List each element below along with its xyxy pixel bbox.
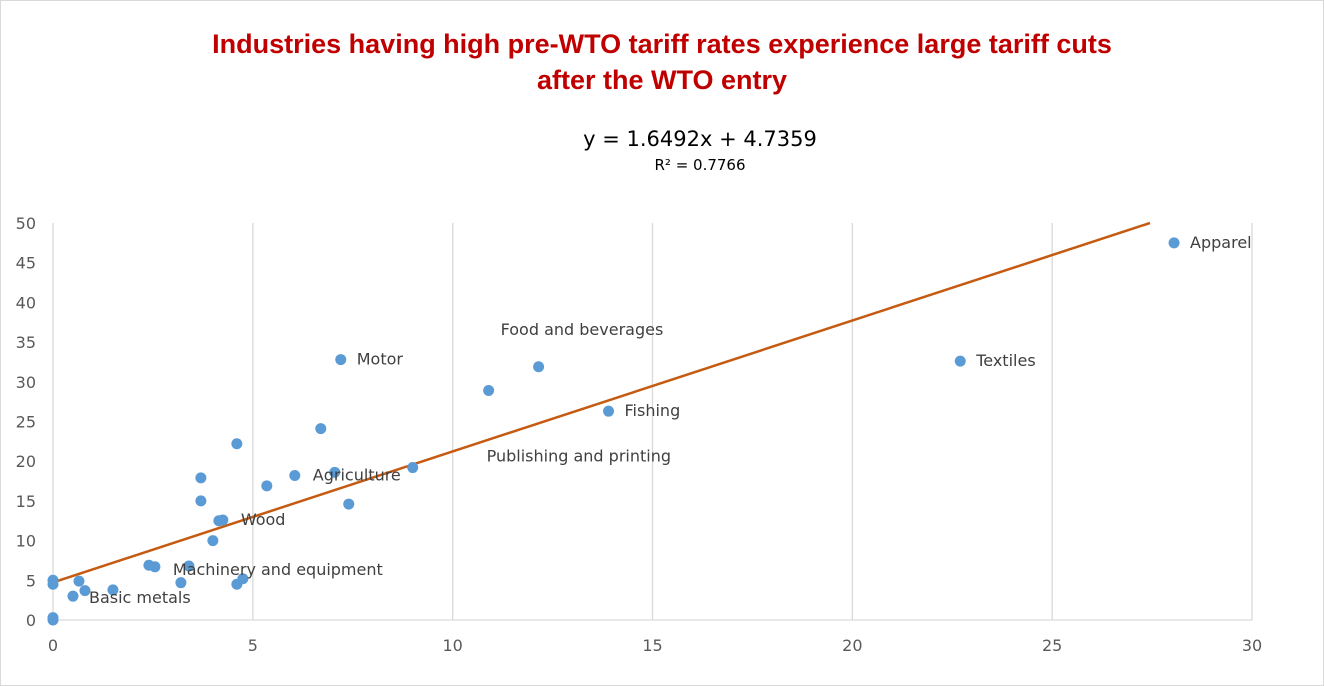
- y-tick-label: 30: [16, 373, 36, 392]
- y-tick-label: 25: [16, 413, 36, 432]
- data-point: [175, 577, 187, 589]
- y-tick-label: 40: [16, 293, 36, 312]
- data-label: Food and beverages: [501, 320, 664, 339]
- data-point: [315, 423, 327, 435]
- data-point: [183, 560, 195, 572]
- chart-title-line-1: Industries having high pre-WTO tariff ra…: [212, 29, 1112, 59]
- x-tick-label: 30: [1242, 636, 1262, 655]
- trendline: [52, 221, 1151, 584]
- data-point: [67, 590, 79, 602]
- data-label: Textiles: [975, 351, 1035, 370]
- x-tick-label: 25: [1042, 636, 1062, 655]
- data-point: [195, 472, 207, 484]
- chart-title-line-2: after the WTO entry: [536, 65, 788, 95]
- data-label: Basic metals: [89, 588, 191, 607]
- data-point: [207, 535, 219, 547]
- y-tick-label: 50: [16, 214, 36, 233]
- data-point: [954, 355, 966, 367]
- data-point: [1168, 237, 1180, 249]
- data-point: [343, 498, 355, 510]
- y-tick-label: 10: [16, 532, 36, 551]
- data-point: [231, 578, 243, 590]
- data-point: [231, 438, 243, 450]
- data-label: Apparel: [1190, 233, 1252, 252]
- x-tick-label: 15: [642, 636, 662, 655]
- data-label: Fishing: [625, 401, 681, 420]
- y-tick-label: 0: [26, 611, 36, 630]
- data-point: [329, 466, 341, 478]
- data-point: [335, 354, 347, 366]
- y-tick-label: 15: [16, 492, 36, 511]
- data-point: [533, 361, 545, 373]
- y-tick-label: 45: [16, 254, 36, 273]
- data-point: [289, 469, 301, 481]
- data-point: [483, 385, 495, 397]
- x-tick-label: 5: [248, 636, 258, 655]
- trendline-equation: y = 1.6492x + 4.7359: [583, 127, 817, 151]
- y-tick-label: 5: [26, 571, 36, 590]
- data-label: Wood: [241, 510, 286, 529]
- x-tick-label: 0: [48, 636, 58, 655]
- y-tick-label: 20: [16, 452, 36, 471]
- data-point: [261, 480, 273, 492]
- data-label: Machinery and equipment: [173, 560, 383, 579]
- data-point: [217, 514, 229, 526]
- data-point: [107, 584, 119, 596]
- data-label: Publishing and printing: [487, 446, 671, 465]
- data-point: [47, 578, 59, 590]
- data-point: [195, 495, 207, 507]
- data-label: Agriculture: [313, 465, 401, 484]
- data-label: Motor: [357, 350, 404, 369]
- data-point: [603, 405, 615, 417]
- data-point: [47, 614, 59, 626]
- data-point: [79, 585, 91, 597]
- data-point: [149, 561, 161, 573]
- y-tick-label: 35: [16, 333, 36, 352]
- x-tick-label: 10: [442, 636, 462, 655]
- data-point: [73, 575, 85, 587]
- x-tick-label: 20: [842, 636, 862, 655]
- data-point: [407, 462, 419, 474]
- trendline-r-squared: R² = 0.7766: [654, 156, 746, 174]
